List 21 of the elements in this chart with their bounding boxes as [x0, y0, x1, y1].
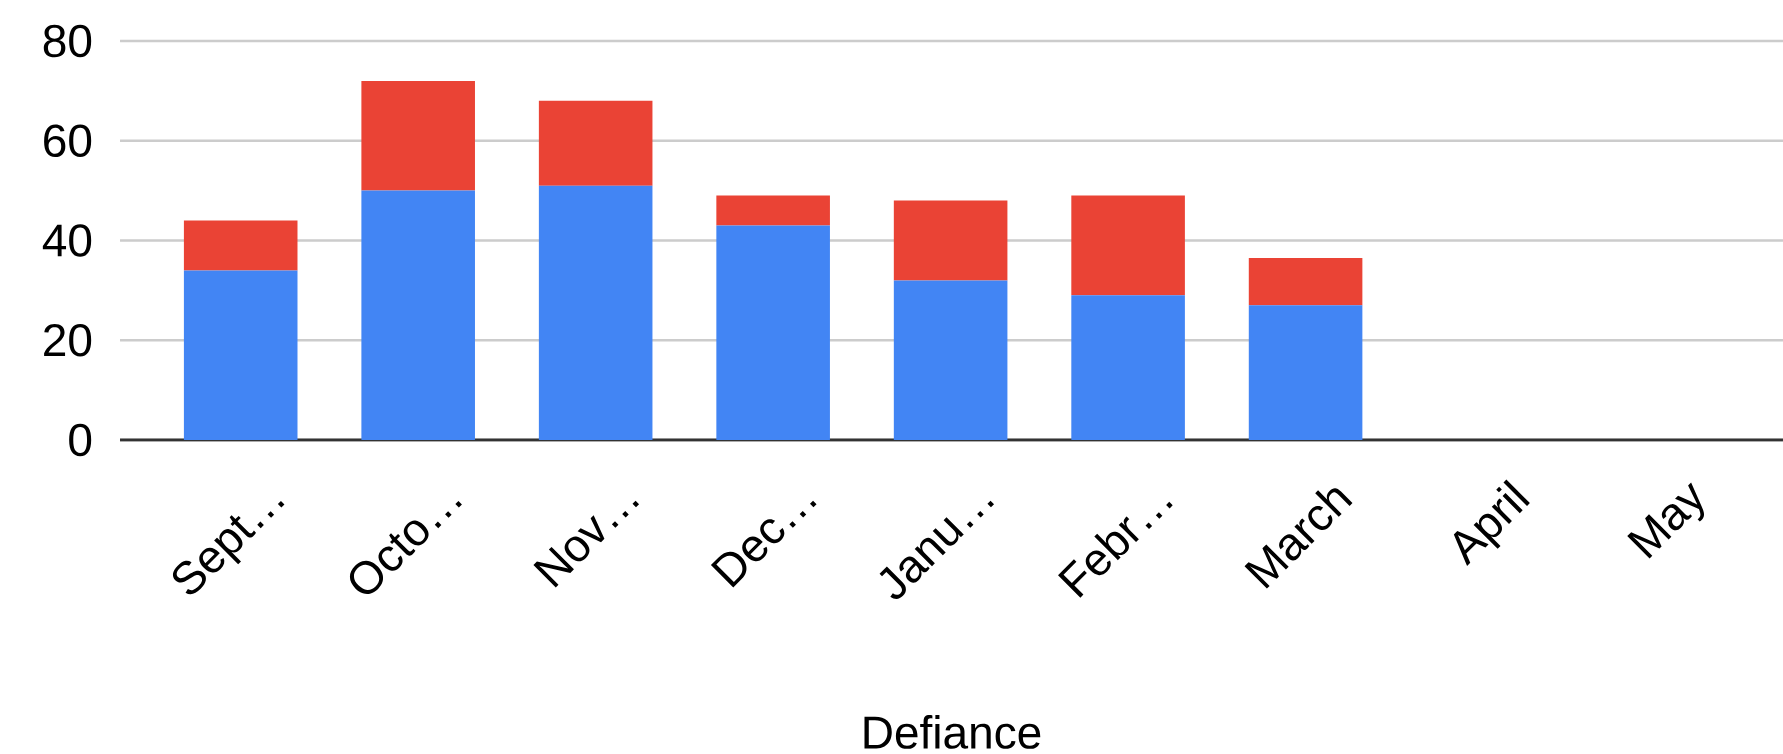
bar: [1248, 305, 1363, 440]
bar: [1248, 257, 1363, 306]
y-tick-label: 40: [42, 224, 92, 257]
bar: [1071, 195, 1185, 296]
bar: [716, 195, 830, 226]
bar: [893, 280, 1008, 440]
y-tick-label: 60: [44, 124, 92, 158]
bar: [538, 185, 653, 440]
bar: [361, 190, 475, 440]
bar: [716, 225, 830, 440]
x-tick-label: May: [1627, 482, 1704, 559]
bar: [361, 80, 475, 191]
bar: [183, 270, 298, 440]
x-axis-title: Defiance: [864, 715, 1041, 749]
bar: [893, 200, 1008, 281]
bar: [538, 100, 653, 186]
y-tick-label: 80: [43, 24, 92, 58]
y-tick-label: 0: [69, 423, 92, 457]
bar: [1071, 295, 1185, 440]
bar: [183, 220, 298, 271]
y-tick-label: 20: [44, 323, 92, 357]
